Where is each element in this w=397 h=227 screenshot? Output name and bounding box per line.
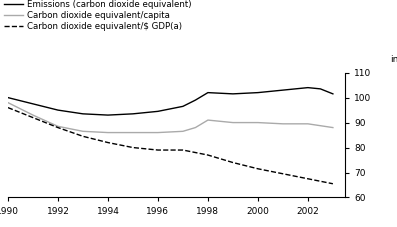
Legend: Emissions (carbon dioxide equivalent), Carbon dioxide equivalent/capita, Carbon : Emissions (carbon dioxide equivalent), C… xyxy=(4,0,192,31)
Text: index: index xyxy=(390,55,397,64)
